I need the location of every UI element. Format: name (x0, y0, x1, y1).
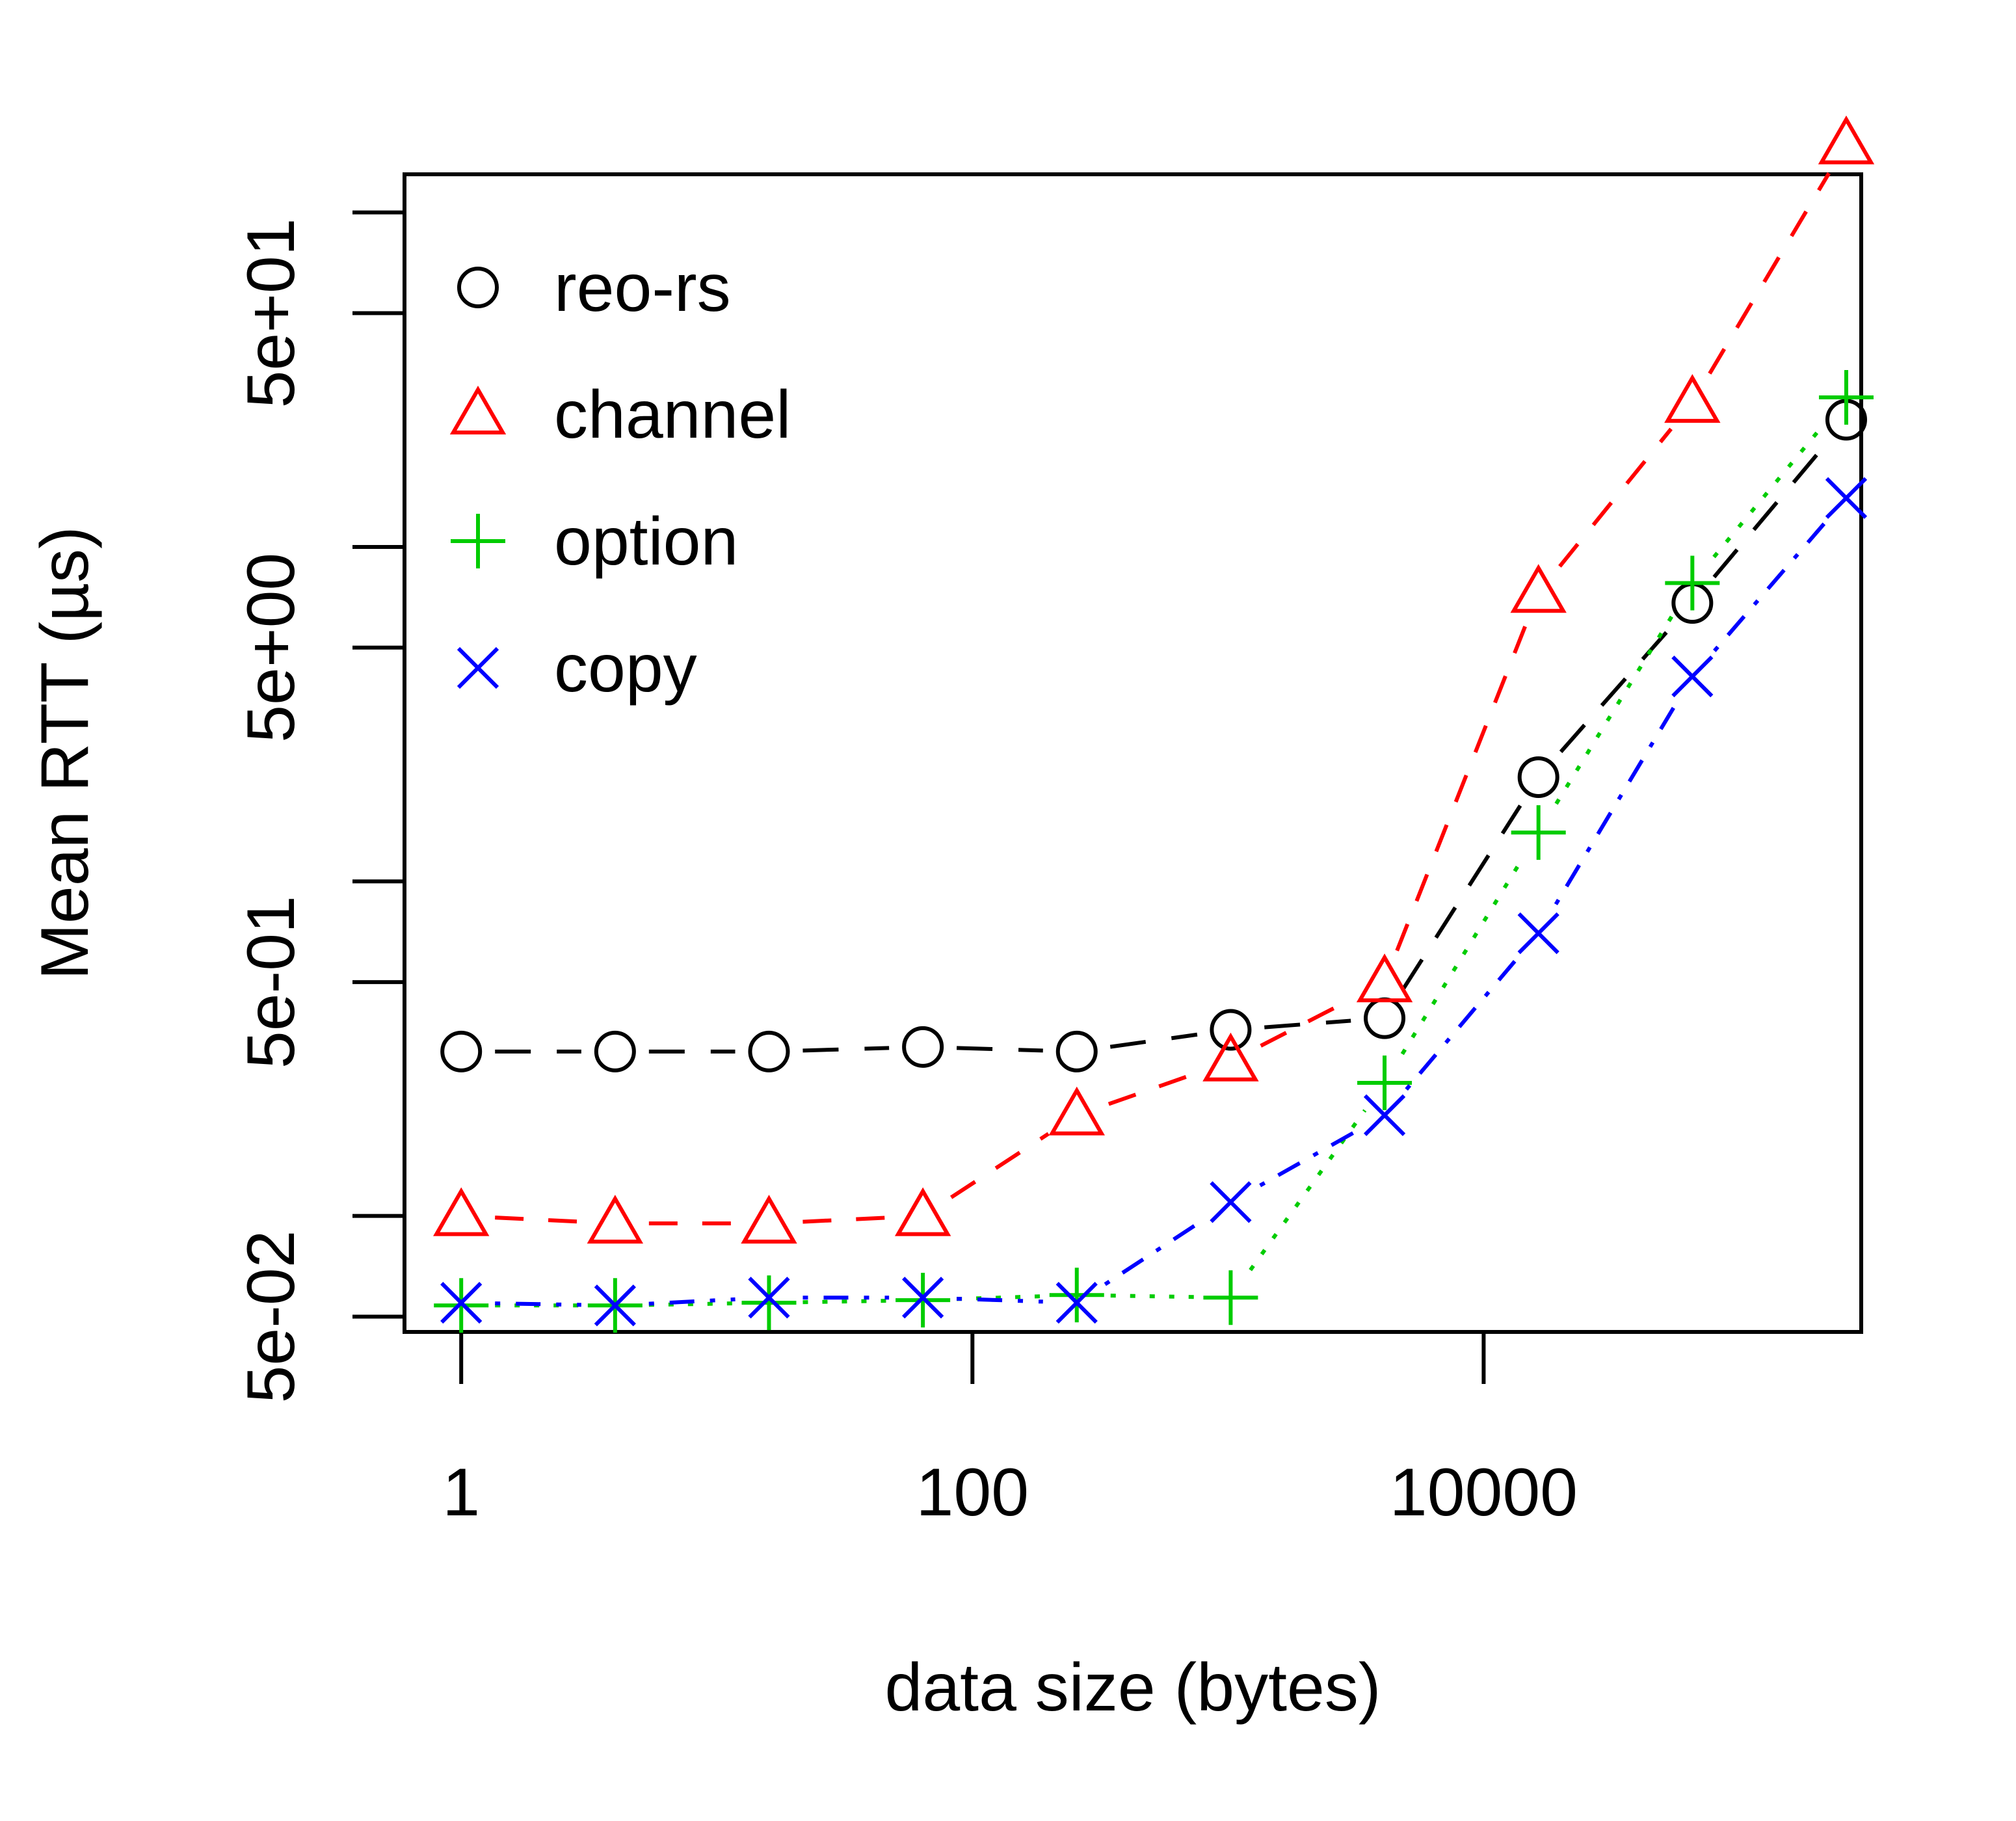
series-line-segment (1712, 444, 1826, 579)
point-cross-marker (1825, 477, 1868, 519)
series-line-segment (802, 1216, 890, 1224)
series-line-segment (1558, 427, 1673, 568)
legend-label: option (554, 504, 738, 579)
series-line-segment (1712, 422, 1827, 559)
point-triangle-marker (1048, 1086, 1105, 1136)
point-cross-marker (1363, 1094, 1406, 1136)
series-line-segment (1107, 1070, 1200, 1106)
point-cross-marker (1671, 655, 1714, 698)
point-plus-marker (1818, 369, 1874, 425)
series-line-segment (494, 1216, 582, 1224)
series-line-segment (495, 1301, 581, 1307)
point-triangle-marker (1510, 564, 1567, 613)
point-cross-marker (594, 1284, 636, 1327)
point-triangle-marker (1664, 374, 1721, 423)
x-tick-label: 100 (916, 1455, 1029, 1530)
point-plus-marker (451, 514, 505, 568)
point-circle-marker (440, 1030, 483, 1072)
x-tick-label: 10000 (1390, 1455, 1578, 1530)
point-circle-marker (594, 1030, 636, 1072)
plot-frame (403, 172, 1863, 1334)
x-axis-label: data size (bytes) (885, 1650, 1381, 1725)
series-line-segment (802, 1299, 890, 1305)
legend-item-reo-rs: reo-rs (457, 250, 731, 326)
point-cross-marker (748, 1277, 790, 1319)
series-line-segment (1554, 704, 1677, 905)
series-line-segment (1395, 623, 1528, 951)
series-line-segment (949, 1132, 1050, 1199)
point-cross-marker (1210, 1181, 1252, 1223)
series-line-segment (1708, 172, 1831, 375)
y-tick-label: 5e-02 (233, 1230, 309, 1403)
series-line-segment (1109, 1032, 1198, 1049)
point-triangle-marker (587, 1195, 644, 1244)
point-circle-marker (1517, 756, 1559, 798)
point-plus-marker (1049, 1268, 1104, 1323)
point-circle-marker (457, 267, 499, 308)
y-tick-label: 5e-01 (233, 896, 309, 1069)
legend-label: channel (554, 377, 791, 453)
series-line-segment (802, 1046, 890, 1053)
point-cross-marker (901, 1277, 944, 1319)
series-line-segment (1110, 1294, 1197, 1299)
point-cross-marker (1517, 912, 1559, 955)
series-copy (440, 477, 1868, 1327)
series-line-segment (1713, 522, 1826, 652)
legend: reo-rs channel option copy (449, 250, 791, 706)
point-plus-marker (1357, 1055, 1413, 1110)
series-line-segment (957, 1046, 1043, 1053)
y-tick-label: 5e+00 (233, 553, 309, 743)
series-reo-rs (440, 399, 1867, 1072)
legend-item-copy: copy (457, 631, 697, 706)
x-tick-label: 1 (442, 1455, 480, 1530)
point-circle-marker (902, 1026, 944, 1068)
series-line-segment (1559, 627, 1672, 753)
point-cross-marker (1055, 1282, 1098, 1324)
series-line-segment (1249, 1109, 1367, 1271)
point-circle-marker (1364, 997, 1406, 1039)
series-line-segment (1260, 996, 1356, 1048)
series-line-segment (1401, 804, 1522, 991)
point-triangle-marker (1818, 115, 1875, 165)
series-line-segment (956, 1294, 1043, 1301)
series-line-segment (1405, 957, 1519, 1091)
series-line-segment (956, 1296, 1043, 1304)
point-plus-marker (741, 1275, 797, 1331)
point-triangle-marker (433, 1187, 490, 1236)
legend-label: copy (554, 631, 697, 706)
point-cross-marker (440, 1282, 483, 1324)
point-circle-marker (1055, 1030, 1098, 1072)
point-triangle-marker (1202, 1032, 1259, 1082)
x-axis: 1 100 10000 (442, 1330, 1578, 1530)
point-triangle-marker (894, 1187, 951, 1236)
series-line-segment (1264, 1018, 1351, 1030)
y-axis: 5e-02 5e-01 5e+00 5e+01 (233, 210, 406, 1403)
point-triangle-marker (1356, 953, 1413, 1003)
y-axis-label: Mean RTT (µs) (27, 526, 103, 980)
series-layer (433, 115, 1875, 1333)
point-circle-marker (1210, 1009, 1252, 1051)
y-tick-label: 5e+01 (233, 218, 309, 408)
point-circle-marker (748, 1030, 790, 1072)
series-line-segment (1259, 1130, 1357, 1188)
legend-item-option: option (451, 504, 738, 579)
series-line-segment (1104, 1219, 1204, 1286)
point-plus-marker (1665, 555, 1720, 611)
legend-label: reo-rs (554, 250, 731, 326)
point-cross-marker (457, 646, 499, 689)
point-plus-marker (1203, 1270, 1258, 1325)
series-line-segment (648, 1297, 736, 1306)
series-channel (433, 115, 1875, 1244)
series-line-segment (648, 1301, 736, 1307)
point-plus-marker (1511, 805, 1566, 860)
legend-item-channel: channel (449, 377, 791, 453)
point-triangle-marker (449, 385, 507, 434)
point-triangle-marker (741, 1195, 797, 1244)
